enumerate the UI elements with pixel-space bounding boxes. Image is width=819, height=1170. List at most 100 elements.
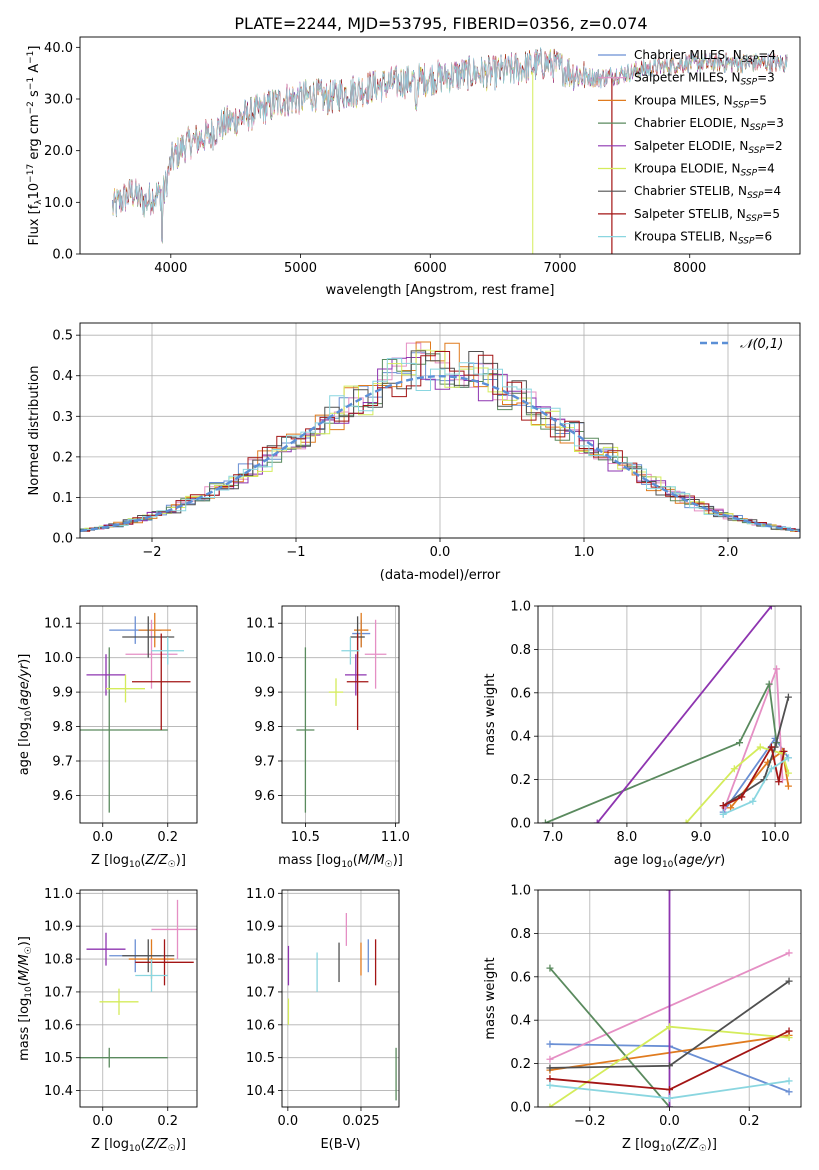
y-tick-label: 0.0 <box>52 248 73 263</box>
z_mass-points <box>80 899 197 1068</box>
weight-marker <box>767 765 775 773</box>
y-tick-label: 11.0 <box>44 887 73 902</box>
legend-entry: Kroupa ELODIE, NSSP=4 <box>634 162 775 179</box>
y-tick-label: 0.2 <box>510 773 531 788</box>
errorbar-point-7 <box>346 633 369 730</box>
y-tick-label: 0.0 <box>52 532 73 547</box>
weight-marker <box>775 778 783 786</box>
weight-marker <box>767 606 775 610</box>
errorbar-point-8 <box>151 637 184 665</box>
histogram-series-7 <box>80 351 800 532</box>
weight-marker <box>773 665 781 673</box>
x-tick-label: 0.0 <box>92 1114 113 1129</box>
x-tick-label: 9.0 <box>691 830 712 845</box>
spectrum-legend: Chabrier MILES, NSSP=4 Salpeter MILES, NS… <box>598 48 784 247</box>
z_age-frame <box>79 605 198 824</box>
errorbar-point-3 <box>296 647 315 813</box>
y-tick-label: 10.9 <box>246 920 275 935</box>
y-tick-label: 9.7 <box>254 755 275 770</box>
histogram-series-0 <box>80 352 800 532</box>
z_weight-ylabel: mass weight <box>483 957 498 1039</box>
legend-entry: Kroupa STELIB, NSSP=6 <box>634 230 772 247</box>
histogram-series-3 <box>80 353 800 533</box>
z_mass-frame <box>79 889 198 1108</box>
weight-marker <box>765 680 773 688</box>
weight-marker <box>767 743 775 751</box>
weight-marker <box>730 765 738 773</box>
z_weight-xlabel: Z [log10(Z/Z☉)] <box>622 1137 717 1154</box>
errorbar-point-5 <box>328 678 344 706</box>
weight-series-4 <box>596 606 773 823</box>
weight-marker <box>666 1103 673 1107</box>
weight-marker <box>784 769 792 777</box>
y-tick-label: 0.3 <box>52 410 73 425</box>
weight-series-3 <box>545 681 778 823</box>
ebv_mass-axes: 0.0 0.025 10.4 10.5 10.6 10.7 10.8 10.9 11.0 <box>246 887 399 1129</box>
weight-marker <box>546 1055 554 1063</box>
x-tick-label: 0.2 <box>157 830 178 845</box>
weight-marker <box>756 743 764 751</box>
weight-marker <box>546 1103 554 1107</box>
weight-marker <box>719 802 727 810</box>
weight-marker <box>778 776 786 784</box>
y-tick-label: 0.1 <box>52 491 73 506</box>
x-tick-label: 6000 <box>414 261 447 276</box>
weight-marker <box>666 1062 673 1070</box>
y-tick-label: 10.7 <box>246 985 275 1000</box>
x-tick-label: 2.0 <box>718 545 739 560</box>
y-tick-label: 0.8 <box>510 643 531 658</box>
x-tick-label: 4000 <box>154 261 187 276</box>
chart-layer: 4000 5000 6000 7000 8000 0.0 10.0 20.0 30.0 40.0 w… <box>17 36 802 1154</box>
x-tick-label: 10.0 <box>761 830 790 845</box>
age_weight-ylabel: mass weight <box>483 673 498 755</box>
z_mass-axes: 0.0 0.2 10.4 10.5 10.6 10.7 10.8 10.9 11.0 <box>44 887 197 1129</box>
x-tick-label: 8.0 <box>617 830 638 845</box>
y-tick-label: 9.8 <box>52 720 73 735</box>
errorbar-point-4 <box>345 654 367 696</box>
y-tick-label: 0.2 <box>52 450 73 465</box>
legend-entry: Salpeter MILES, NSSP=3 <box>634 71 775 88</box>
y-tick-label: 10.7 <box>44 985 73 1000</box>
z_age-axes: 0.0 0.2 9.6 9.7 9.8 9.9 10.0 10.1 <box>44 606 197 845</box>
errorbar-point-6 <box>122 616 175 658</box>
x-tick-label: −1 <box>286 545 305 560</box>
ebv_mass-frame <box>281 889 400 1108</box>
y-tick-label: 0.8 <box>510 927 531 942</box>
weight-marker <box>785 977 793 985</box>
x-tick-label: 0.2 <box>739 1114 760 1129</box>
y-tick-label: 10.6 <box>44 1018 73 1033</box>
y-tick-label: 0.6 <box>510 970 531 985</box>
z_age-xlabel: Z [log10(Z/Z☉)] <box>91 853 186 870</box>
weight-marker <box>666 890 673 894</box>
weight-marker <box>666 1086 673 1094</box>
x-tick-label: 11.0 <box>381 830 410 845</box>
legend-entry: 𝒩(0,1) <box>740 337 783 352</box>
errorbar-point-1 <box>151 899 197 960</box>
weight-marker <box>666 1094 673 1102</box>
y-tick-label: 9.7 <box>52 755 73 770</box>
x-tick-label: 0.0 <box>659 1114 680 1129</box>
weight-marker <box>784 693 792 701</box>
y-tick-label: 10.0 <box>44 651 73 666</box>
legend-entry: Kroupa MILES, NSSP=5 <box>634 93 767 110</box>
errorbar-point-1 <box>364 619 387 689</box>
y-tick-label: 10.8 <box>44 953 73 968</box>
errorbar-point-5 <box>106 674 145 703</box>
y-tick-label: 1.0 <box>510 600 531 615</box>
y-tick-label: 10.6 <box>246 1018 275 1033</box>
weight-marker <box>785 1088 793 1096</box>
x-tick-label: 0.025 <box>342 1114 379 1129</box>
weight-marker <box>780 747 788 755</box>
weight-marker <box>682 819 690 823</box>
legend-entry: Chabrier MILES, NSSP=4 <box>634 48 776 65</box>
z_mass-xlabel: Z [log10(Z/Z☉)] <box>91 1137 186 1154</box>
x-tick-label: 7000 <box>543 261 576 276</box>
figure-title: PLATE=2244, MJD=53795, FIBERID=0356, z=0… <box>234 14 647 33</box>
y-tick-label: 9.9 <box>52 686 73 701</box>
y-tick-label: 10.5 <box>246 1051 275 1066</box>
weight-marker <box>785 949 793 957</box>
y-tick-label: 10.1 <box>246 617 275 632</box>
ebv_mass-points <box>287 913 397 1101</box>
errorbar-point-6 <box>122 939 175 973</box>
